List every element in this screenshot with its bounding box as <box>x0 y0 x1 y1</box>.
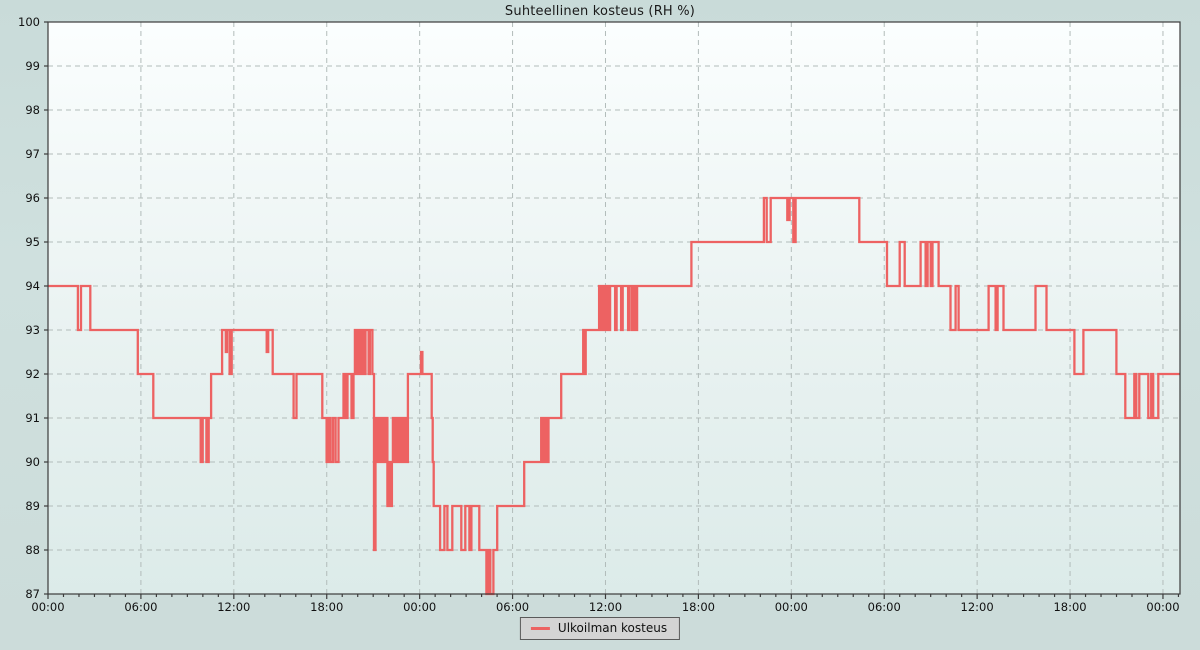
plot-frame-rect <box>47 21 1181 595</box>
plot-frame <box>47 21 1181 595</box>
x-tick-label: 12:00 <box>589 600 622 614</box>
y-tick-label: 98 <box>25 103 40 117</box>
humidity-step-path <box>48 196 1180 596</box>
y-tick-label: 94 <box>25 279 40 293</box>
y-tick-label: 88 <box>25 543 40 557</box>
y-tick-label: 99 <box>25 59 40 73</box>
x-tick-label: 12:00 <box>961 600 994 614</box>
legend-line-marker <box>530 626 550 630</box>
x-tick-label: 06:00 <box>496 600 529 614</box>
x-tick-label: 18:00 <box>1053 600 1086 614</box>
chart-title: Suhteellinen kosteus (RH %) <box>504 4 696 19</box>
y-tick-label: 92 <box>25 367 40 381</box>
x-tick-label: 06:00 <box>868 600 901 614</box>
axis-ticks <box>44 21 1180 599</box>
humidity-series-line <box>48 196 1180 596</box>
x-tick-label: 18:00 <box>310 600 343 614</box>
y-tick-label: 95 <box>25 235 40 249</box>
x-tick-label: 00:00 <box>775 600 808 614</box>
x-tick-label: 06:00 <box>124 600 157 614</box>
axis-tick-labels: 87 88 89 90 91 92 93 94 95 96 97 98 99 100 00:00 06:00 1… <box>18 15 1179 614</box>
legend: Ulkoilman kosteus <box>519 617 681 640</box>
y-tick-label: 87 <box>25 587 40 601</box>
y-tick-label: 89 <box>25 499 40 513</box>
x-tick-label: 00:00 <box>31 600 64 614</box>
y-tick-label: 91 <box>25 411 40 425</box>
x-tick-label: 00:00 <box>403 600 436 614</box>
x-tick-label: 12:00 <box>217 600 250 614</box>
y-tick-label: 93 <box>25 323 40 337</box>
y-tick-label: 96 <box>25 191 40 205</box>
x-tick-label: 00:00 <box>1146 600 1179 614</box>
legend-label: Ulkoilman kosteus <box>557 621 668 635</box>
y-tick-label: 100 <box>18 15 40 29</box>
x-tick-label: 18:00 <box>682 600 715 614</box>
y-tick-label: 97 <box>25 147 40 161</box>
y-tick-label: 90 <box>25 455 40 469</box>
